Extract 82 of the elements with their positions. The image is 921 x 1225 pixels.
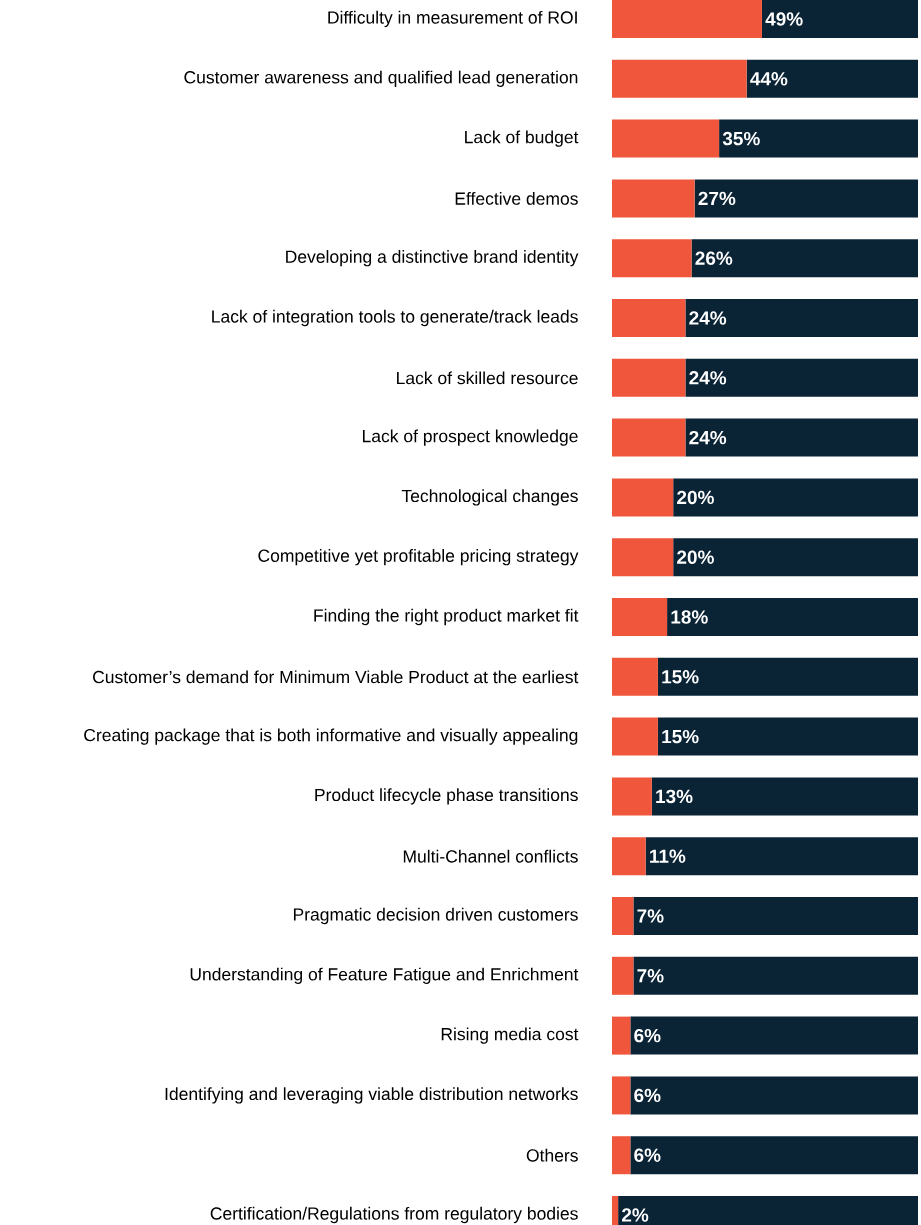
bar	[612, 478, 674, 517]
data-label: 7%	[637, 969, 664, 983]
y-tick-label: Competitive yet profitable pricing strategy	[258, 549, 579, 566]
y-tick-label: Finding the right product market fit	[314, 608, 579, 626]
bar	[673, 538, 918, 577]
data-label: 2%	[621, 1208, 649, 1222]
y-tick-label: Lack of integration tools to generate/track leads	[212, 309, 578, 327]
bar	[657, 717, 918, 756]
bar	[657, 657, 918, 696]
data-label: 24%	[689, 430, 727, 445]
bar	[612, 119, 720, 158]
bar	[685, 299, 918, 338]
bar	[633, 897, 918, 936]
data-label: 6%	[634, 1088, 661, 1103]
bar	[612, 358, 686, 397]
bar	[691, 239, 918, 278]
bar	[612, 179, 695, 218]
bar	[685, 358, 918, 397]
y-tick-label: Lack of prospect knowledge	[362, 429, 578, 446]
bar	[630, 1136, 918, 1175]
data-label: 7%	[637, 909, 664, 923]
data-label: 18%	[671, 610, 708, 624]
bar	[612, 538, 674, 577]
y-tick-label: Certification/Regulations from regulatory bodies	[210, 1206, 578, 1224]
bar	[694, 179, 918, 218]
y-tick-label: Creating package that is both informative and visually appealing	[84, 728, 578, 745]
data-label: 11%	[650, 849, 686, 863]
bar	[612, 299, 686, 338]
y-tick-label: Developing a distinctive brand identity	[286, 250, 579, 267]
y-tick-label: Pragmatic decision driven customers	[293, 907, 578, 925]
data-label: 35%	[722, 131, 760, 146]
data-label: 24%	[689, 311, 727, 325]
data-label: 13%	[656, 789, 693, 804]
data-label: 20%	[677, 550, 714, 564]
data-label: 24%	[689, 371, 727, 385]
bar	[746, 59, 918, 98]
bar	[612, 717, 658, 756]
bar	[612, 1136, 631, 1175]
y-tick-label: Understanding of Feature Fatigue and Enrichment	[190, 967, 579, 984]
bar	[612, 657, 658, 696]
bar	[612, 418, 686, 457]
bar	[612, 777, 652, 816]
bar	[612, 837, 646, 876]
bar	[612, 1076, 631, 1115]
bar	[673, 478, 918, 517]
bar	[612, 897, 634, 936]
y-tick-label: Multi-Channel conflicts	[403, 849, 578, 863]
bar	[612, 598, 668, 637]
y-tick-label: Effective demos	[455, 191, 578, 205]
data-label: 15%	[662, 729, 699, 744]
data-label: 6%	[634, 1028, 661, 1043]
data-label: 44%	[750, 72, 788, 86]
bar	[667, 598, 918, 637]
y-tick-label: Difficulty in measurement of ROI	[328, 10, 577, 28]
bar	[612, 0, 762, 39]
data-label: 6%	[634, 1148, 661, 1162]
bar	[630, 1016, 918, 1055]
bar	[612, 1016, 631, 1055]
y-tick-label: Technological changes	[401, 489, 578, 506]
bar	[645, 837, 918, 876]
bar	[761, 0, 918, 39]
y-tick-label: Product lifecycle phase transitions	[315, 788, 578, 805]
data-label: 20%	[677, 490, 714, 505]
y-tick-label: Lack of skilled resource	[397, 371, 578, 385]
bar	[719, 119, 918, 158]
data-label: 26%	[695, 251, 733, 265]
y-tick-label: Others	[526, 1148, 578, 1162]
bar	[612, 956, 634, 995]
bar	[633, 956, 918, 995]
bar	[685, 418, 918, 457]
bar	[612, 59, 747, 98]
bar	[630, 1076, 918, 1115]
y-tick-label: Customer awareness and qualified lead generation	[184, 70, 578, 87]
y-tick-label: Customer’s demand for Minimum Viable Product at the earliest	[93, 670, 579, 684]
bar	[612, 239, 692, 278]
data-label: 27%	[698, 191, 736, 206]
data-label: 15%	[662, 670, 699, 684]
y-tick-label: Lack of budget	[465, 130, 579, 147]
data-label: 49%	[765, 12, 803, 26]
y-tick-label: Rising media cost	[441, 1027, 579, 1044]
y-tick-label: Identifying and leveraging viable distribution networks	[165, 1087, 578, 1104]
bar	[651, 777, 918, 816]
